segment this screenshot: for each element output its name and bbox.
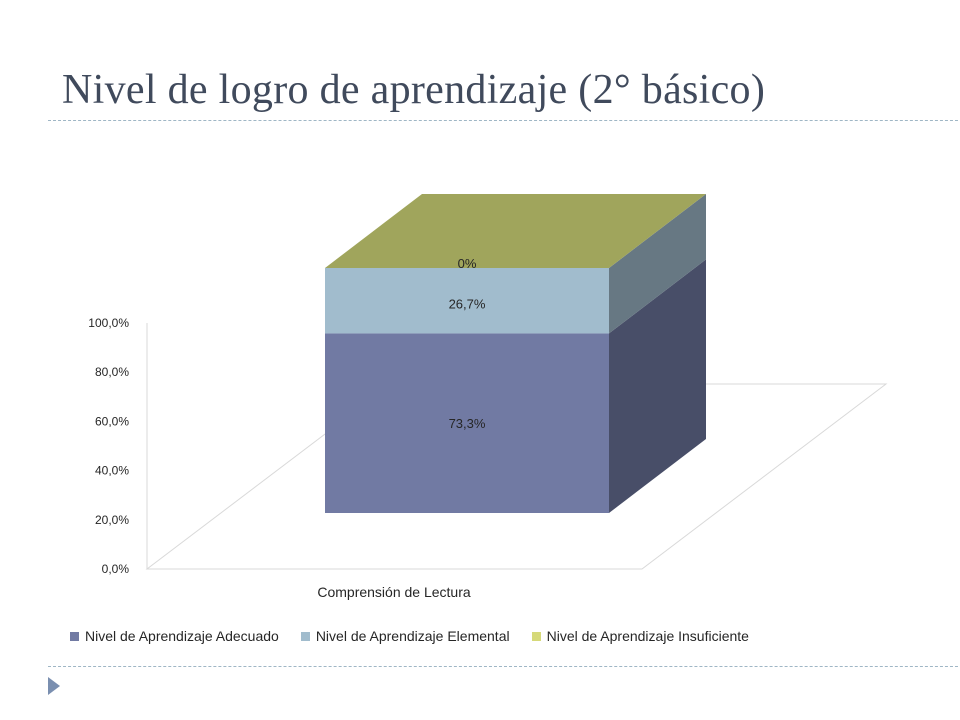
legend-swatch-adecuado <box>70 631 79 641</box>
title-divider <box>48 120 960 121</box>
bar-segment-elemental-front <box>325 268 609 334</box>
legend-label-adecuado: Nivel de Aprendizaje Adecuado <box>85 628 279 644</box>
legend-label-insuficiente: Nivel de Aprendizaje Insuficiente <box>546 628 749 644</box>
y-tick-label: 0,0% <box>102 562 130 576</box>
data-label-insuficiente: 0% <box>458 256 477 271</box>
data-label-elemental: 26,7% <box>449 297 486 312</box>
legend-item-elemental: Nivel de Aprendizaje Elemental <box>300 628 510 644</box>
bar-segment-adecuado-side <box>609 259 706 513</box>
slide-title: Nivel de logro de aprendizaje (2° básico… <box>62 67 766 113</box>
bar-top-cap <box>325 194 706 268</box>
legend-swatch-insuficiente <box>531 631 541 641</box>
legend-item-adecuado: Nivel de Aprendizaje Adecuado <box>70 628 279 644</box>
y-tick-label: 40,0% <box>95 464 129 478</box>
bar-segment-adecuado-front <box>325 333 609 513</box>
bar-segment-elemental-side <box>609 194 706 334</box>
legend-item-insuficiente: Nivel de Aprendizaje Insuficiente <box>531 628 749 644</box>
y-tick-label: 20,0% <box>95 513 129 527</box>
legend-swatch-elemental <box>300 631 310 641</box>
y-tick-label: 100,0% <box>88 316 129 330</box>
x-axis-category-label: Comprensión de Lectura <box>317 584 471 600</box>
y-tick-label: 60,0% <box>95 414 129 428</box>
footer-divider <box>48 666 960 667</box>
slide-nav-arrow-icon[interactable] <box>48 677 60 695</box>
chart-legend: Nivel de Aprendizaje Adecuado Nivel de A… <box>70 628 749 644</box>
data-label-adecuado: 73,3% <box>449 416 486 431</box>
y-tick-label: 80,0% <box>95 365 129 379</box>
chart-floor <box>145 383 888 570</box>
legend-label-elemental: Nivel de Aprendizaje Elemental <box>315 628 510 644</box>
